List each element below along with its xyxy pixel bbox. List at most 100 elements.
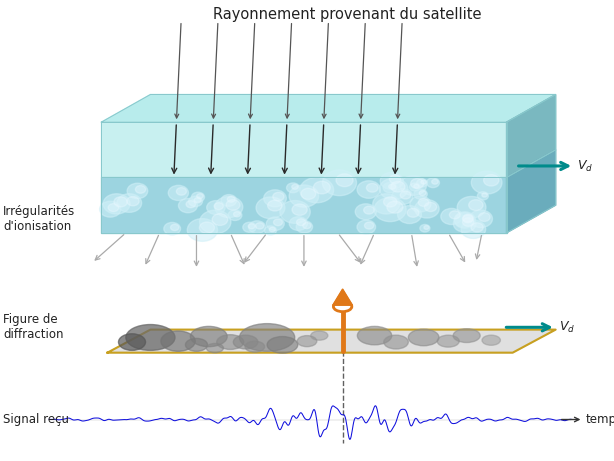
Circle shape [108,204,119,212]
Circle shape [179,199,198,213]
Circle shape [410,196,431,212]
Circle shape [374,197,406,222]
Text: Irrégularités
d'ionisation: Irrégularités d'ionisation [3,205,76,233]
Circle shape [463,215,473,223]
Circle shape [292,184,298,189]
Circle shape [472,171,502,194]
Ellipse shape [453,329,480,343]
Circle shape [300,177,333,203]
Circle shape [462,218,474,226]
Circle shape [301,188,316,200]
Circle shape [387,201,403,213]
Circle shape [200,222,214,233]
Ellipse shape [437,335,459,347]
Circle shape [421,180,426,184]
Text: temps: temps [585,413,614,426]
Circle shape [482,193,488,197]
Circle shape [477,192,489,200]
Ellipse shape [239,324,295,351]
Circle shape [297,219,306,225]
Circle shape [292,204,307,215]
Circle shape [389,184,395,189]
Circle shape [484,175,499,186]
Polygon shape [507,95,556,177]
Ellipse shape [482,335,500,345]
Circle shape [391,181,405,192]
Ellipse shape [185,338,208,351]
Circle shape [263,190,286,207]
Circle shape [453,215,476,232]
Circle shape [266,217,284,230]
Circle shape [280,201,310,224]
Text: Rayonnement provenant du satellite: Rayonnement provenant du satellite [212,7,481,22]
Circle shape [379,178,408,200]
Circle shape [196,194,203,199]
Circle shape [227,196,235,202]
Ellipse shape [311,331,328,340]
Circle shape [383,183,397,193]
Circle shape [187,219,217,241]
Circle shape [313,181,330,194]
Ellipse shape [217,335,244,349]
Circle shape [407,208,419,217]
Circle shape [454,213,475,228]
Circle shape [221,195,236,207]
Ellipse shape [245,341,265,352]
Ellipse shape [126,325,175,350]
Polygon shape [333,289,352,305]
Text: $V_d$: $V_d$ [577,159,593,173]
Circle shape [427,178,440,188]
Circle shape [228,210,242,220]
Circle shape [418,198,429,207]
Circle shape [400,191,411,199]
Circle shape [114,197,127,207]
Circle shape [248,224,255,229]
Ellipse shape [408,329,439,346]
Circle shape [392,189,413,205]
Circle shape [414,184,419,188]
Circle shape [432,179,438,184]
Circle shape [289,217,308,230]
Ellipse shape [206,343,223,353]
Circle shape [441,208,462,225]
Circle shape [287,183,300,193]
Circle shape [243,222,256,232]
Circle shape [414,200,439,218]
Circle shape [168,185,188,201]
Ellipse shape [297,336,317,347]
Circle shape [416,179,427,187]
Circle shape [357,220,376,234]
Circle shape [192,192,204,202]
Circle shape [469,210,492,228]
Polygon shape [101,177,507,233]
Circle shape [188,196,203,207]
Text: Signal reçu: Signal reçu [3,413,69,426]
Polygon shape [107,330,556,353]
Ellipse shape [119,334,146,350]
Circle shape [389,175,401,183]
Circle shape [411,178,424,189]
Circle shape [424,202,437,212]
Circle shape [420,225,430,232]
Polygon shape [101,95,556,122]
Circle shape [270,227,275,232]
Circle shape [400,176,427,195]
Circle shape [410,183,420,191]
Circle shape [127,183,148,199]
Circle shape [226,200,240,210]
Circle shape [214,203,223,210]
Circle shape [303,223,311,229]
Circle shape [449,211,460,219]
Polygon shape [101,122,507,177]
Circle shape [363,206,374,214]
Circle shape [457,196,486,218]
Circle shape [103,194,130,214]
Circle shape [357,181,381,198]
Circle shape [273,219,282,226]
Circle shape [273,192,284,201]
Circle shape [289,185,319,207]
Circle shape [384,197,397,207]
Polygon shape [507,150,556,233]
Circle shape [135,185,146,193]
Circle shape [99,201,121,217]
